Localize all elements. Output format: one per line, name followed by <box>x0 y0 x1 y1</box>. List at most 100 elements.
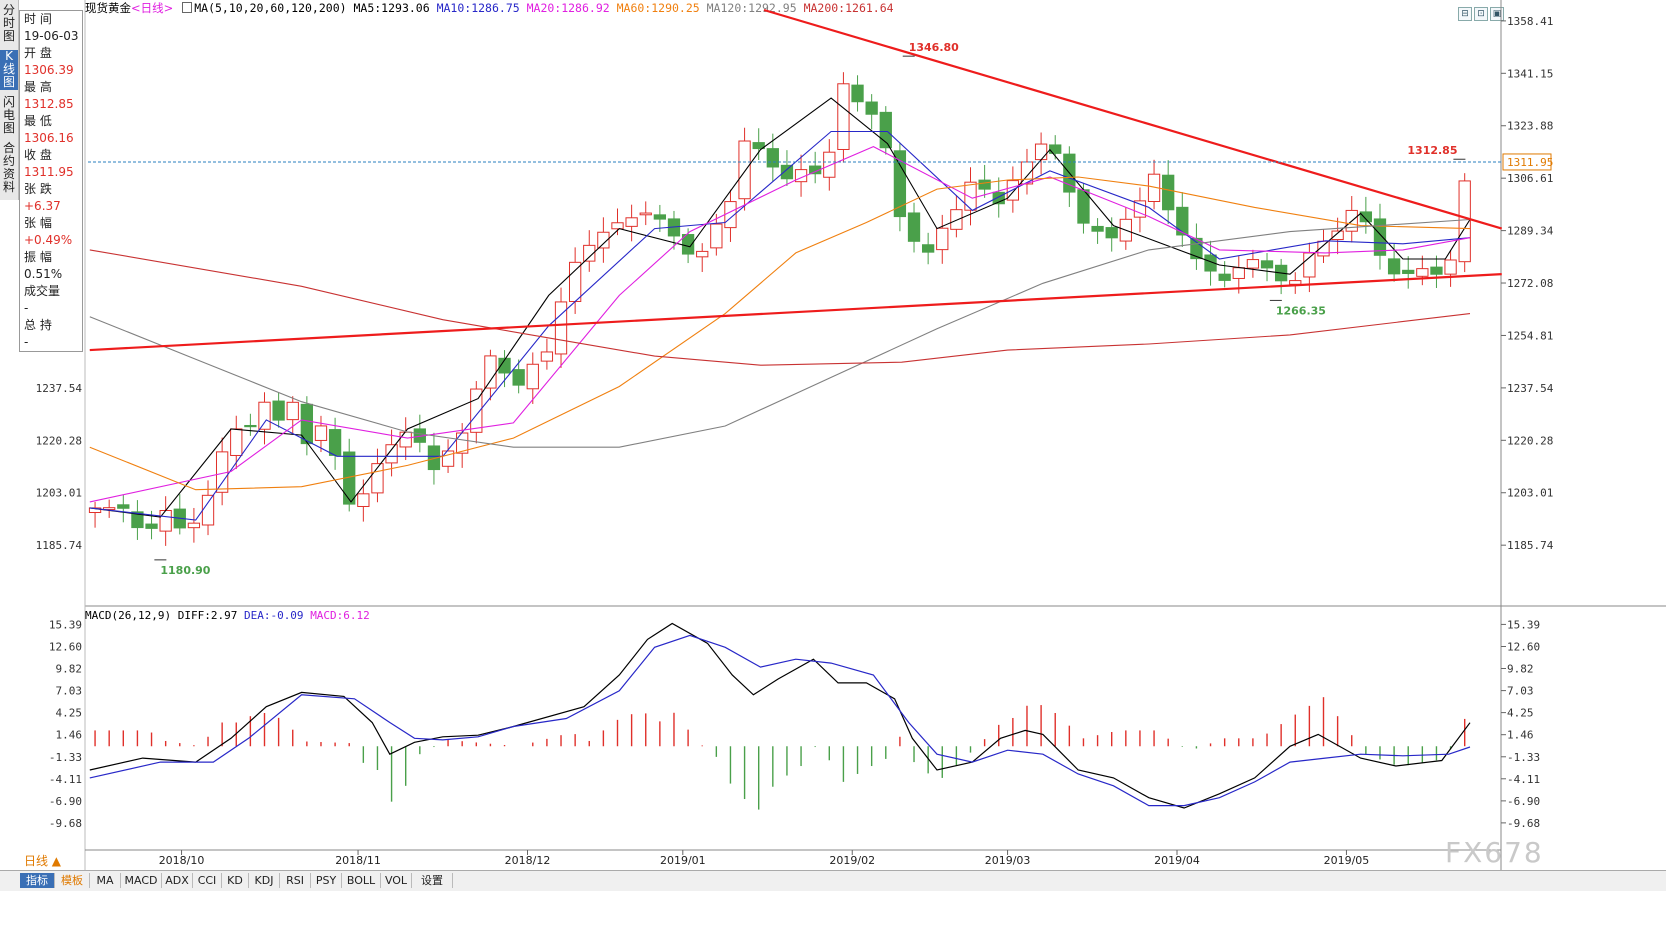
indicator-ma[interactable]: MA <box>90 873 121 888</box>
candle-body <box>681 234 695 255</box>
tab-templates[interactable]: 模板 <box>55 873 90 888</box>
indicator-adx[interactable]: ADX <box>162 873 193 888</box>
candle-body <box>1430 266 1443 275</box>
candle-body <box>1232 267 1245 279</box>
restore-icon[interactable]: ⊡ <box>1474 7 1488 21</box>
info-row-amplitude: 振 幅 0.51% <box>24 249 82 283</box>
period-switch[interactable]: 日线 ▲ <box>23 854 62 868</box>
candle-body <box>893 150 907 218</box>
candle-body <box>230 428 243 456</box>
info-value: 1312.85 <box>24 97 74 111</box>
info-value: - <box>24 301 29 315</box>
candle-body <box>653 214 667 220</box>
price-annotation: 1346.80 <box>909 41 959 54</box>
x-tick-label: 2018/11 <box>335 854 381 867</box>
candle-body <box>851 84 864 103</box>
current-price-box <box>1502 153 1552 171</box>
candle-body <box>809 165 822 175</box>
candle-body <box>512 369 525 386</box>
indicator-macd[interactable]: MACD <box>121 873 162 888</box>
indicator-boll[interactable]: BOLL <box>342 873 381 888</box>
macd-left-tick-label: 7.03 <box>56 685 83 698</box>
candle-body <box>611 222 624 230</box>
candle-body <box>1387 258 1401 275</box>
ma-line-ma200 <box>89 249 1471 366</box>
candle-body <box>978 179 991 190</box>
candle-body <box>554 301 568 355</box>
candle-body <box>470 388 483 433</box>
candle-body <box>484 355 497 389</box>
candle-body <box>371 463 384 494</box>
candle-body <box>1204 254 1217 272</box>
candle-body <box>1105 227 1118 239</box>
indicator-kdj[interactable]: KDJ <box>249 873 280 888</box>
macd-diff-value: DIFF:2.97 <box>177 609 238 622</box>
macd-left-tick-label: 9.82 <box>56 663 83 676</box>
left-tick-label: 1237.54 <box>36 382 83 395</box>
ma-line-ma10 <box>89 130 1471 521</box>
candle-body <box>357 493 370 507</box>
y-tick-label: 1341.15 <box>1507 67 1553 80</box>
tab-indicators[interactable]: 指标 <box>20 873 55 888</box>
macd-left-tick-label: -4.11 <box>49 773 82 786</box>
info-label: 振 幅 <box>24 250 52 264</box>
candle-body <box>314 425 328 441</box>
candle-body <box>1246 259 1260 269</box>
indicator-vol[interactable]: VOL <box>381 873 412 888</box>
ma-settings-icon[interactable] <box>182 2 193 13</box>
macd-left-tick-label: 12.60 <box>49 641 82 654</box>
candle-body <box>1190 237 1203 260</box>
tab-flash-chart[interactable]: 闪电图 <box>2 95 15 135</box>
y-tick-label: 1220.28 <box>1507 434 1553 447</box>
candle-body <box>1218 273 1231 281</box>
candle-body <box>1303 252 1316 278</box>
price-annotation: 1180.90 <box>160 564 210 577</box>
candle-body <box>780 164 794 180</box>
info-label: 最 低 <box>24 114 52 128</box>
macd-header: MACD(26,12,9) DIFF:2.97 DEA:-0.09 MACD:6… <box>85 609 370 622</box>
settings-button[interactable]: 设置 <box>412 873 453 888</box>
tab-contract-info[interactable]: 合约资料 <box>2 141 15 194</box>
macd-left-tick-label: -9.68 <box>49 817 82 830</box>
y-tick-label: 1306.61 <box>1507 172 1553 185</box>
macd-y-tick-label: -9.68 <box>1507 817 1540 830</box>
candle-body <box>639 212 652 216</box>
tab-timeshare[interactable]: 分时图 <box>2 3 15 43</box>
candle-body <box>752 142 765 150</box>
macd-dea-line <box>89 634 1471 807</box>
y-tick-label: 1185.74 <box>1507 539 1554 552</box>
indicator-rsi[interactable]: RSI <box>280 873 311 888</box>
indicator-kd[interactable]: KD <box>222 873 249 888</box>
period-label[interactable]: <日线> <box>131 1 174 15</box>
info-label: 成交量 <box>24 284 61 298</box>
ma-value: MA200:1261.64 <box>803 1 894 15</box>
macd-left-tick-label: 1.46 <box>56 729 83 742</box>
y-tick-label: 1237.54 <box>1507 382 1554 395</box>
macd-y-tick-label: -1.33 <box>1507 751 1540 764</box>
left-tick-label: 1203.01 <box>36 487 82 500</box>
minimize-icon[interactable]: ⊟ <box>1458 7 1472 21</box>
candle-body <box>696 250 709 258</box>
left-tab-bar: 分时图 K线图 闪电图 合约资料 <box>0 0 19 200</box>
x-tick-label: 2019/05 <box>1324 854 1370 867</box>
info-value: +0.49% <box>24 233 73 247</box>
indicator-psy[interactable]: PSY <box>311 873 342 888</box>
candle-body <box>187 522 201 529</box>
tab-kline[interactable]: K线图 <box>0 50 18 90</box>
info-row-open-interest: 总 持 - <box>24 317 82 351</box>
info-row-open: 开 盘 1306.39 <box>24 45 82 79</box>
candle-body <box>1359 211 1373 223</box>
info-value: 1306.16 <box>24 131 74 145</box>
candle-body <box>1091 225 1104 232</box>
candle-body <box>88 507 102 514</box>
indicator-cci[interactable]: CCI <box>193 873 222 888</box>
macd-y-tick-label: -6.90 <box>1507 795 1540 808</box>
candle-body <box>1289 280 1302 285</box>
candle-body <box>936 227 949 251</box>
info-label: 总 持 <box>24 318 52 332</box>
candle-body <box>865 101 878 115</box>
macd-y-tick-label: 12.60 <box>1507 641 1540 654</box>
candle-body <box>1331 230 1344 241</box>
kline-chart[interactable]: 1358.41 1341.15 1323.88 1306.61 1289.34 1272.… <box>0 0 1666 870</box>
trendline-support <box>89 273 1502 352</box>
